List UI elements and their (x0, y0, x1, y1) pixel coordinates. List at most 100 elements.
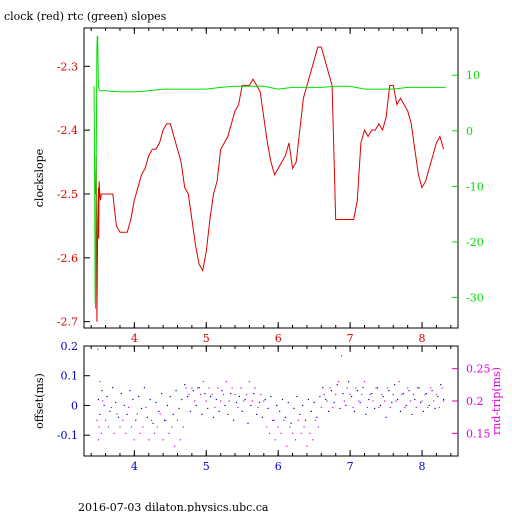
magenta-scatter-point (142, 426, 144, 428)
blue-scatter-point (169, 395, 171, 398)
magenta-scatter-point (98, 426, 100, 428)
magenta-scatter-point (243, 400, 245, 402)
magenta-scatter-point (340, 355, 343, 357)
magenta-scatter-point (139, 432, 141, 434)
blue-scatter-point (166, 404, 169, 407)
magenta-scatter-point (194, 400, 196, 402)
x-tick-label: 5 (203, 460, 210, 473)
magenta-scatter-point (338, 380, 340, 383)
magenta-scatter-point (245, 393, 248, 396)
magenta-scatter-point (291, 432, 294, 434)
blue-scatter-point (132, 398, 134, 401)
magenta-scatter-point (97, 439, 99, 441)
magenta-scatter-point (378, 406, 380, 409)
magenta-scatter-point (266, 426, 268, 428)
magenta-scatter-point (352, 406, 354, 409)
magenta-scatter-point (248, 380, 251, 383)
magenta-scatter-point (277, 426, 279, 428)
magenta-scatter-point (102, 400, 104, 402)
y-left-tick-label: -2.7 (57, 316, 78, 329)
blue-scatter-point (143, 387, 146, 389)
magenta-scatter-point (312, 439, 314, 441)
magenta-scatter-point (412, 393, 415, 396)
y-right-tick-label: 10 (466, 69, 480, 82)
magenta-scatter-point (443, 400, 445, 402)
blue-scatter-point (440, 384, 442, 386)
blue-scatter-point (391, 401, 393, 404)
blue-scatter-point (348, 381, 350, 383)
magenta-scatter-point (335, 393, 337, 396)
blue-scatter-point (192, 389, 194, 392)
blue-scatter-point (109, 410, 111, 413)
blue-scatter-point (382, 395, 384, 398)
blue-scatter-point (238, 395, 240, 398)
y-right-tick-label: -30 (466, 291, 484, 304)
magenta-scatter-point (381, 393, 383, 396)
blue-scatter-point (336, 384, 338, 386)
magenta-scatter-point (297, 419, 299, 422)
blue-scatter-point (126, 413, 128, 415)
blue-scatter-point (195, 404, 197, 407)
blue-scatter-point (115, 401, 117, 404)
magenta-scatter-point (263, 400, 265, 402)
blue-scatter-point (258, 401, 261, 404)
blue-scatter-point (428, 404, 430, 407)
blue-scatter-point (250, 404, 252, 407)
blue-scatter-point (175, 389, 177, 392)
magenta-scatter-point (168, 432, 170, 434)
blue-scatter-point (106, 395, 108, 398)
blue-scatter-point (299, 413, 301, 415)
y-right-tick-label: 0.15 (466, 427, 491, 440)
magenta-scatter-point (392, 393, 394, 396)
magenta-scatter-point (162, 439, 164, 441)
magenta-scatter-point (384, 400, 386, 402)
magenta-scatter-point (174, 445, 176, 447)
blue-scatter-point (325, 398, 327, 401)
magenta-scatter-point (96, 419, 98, 422)
plot-frame (83, 27, 459, 329)
blue-scatter-point (376, 387, 379, 389)
blue-scatter-point (408, 389, 410, 392)
blue-scatter-point (146, 416, 148, 418)
y-left-tick-label: 0.1 (61, 370, 79, 383)
blue-scatter-point (399, 410, 402, 413)
blue-scatter-point (215, 398, 217, 401)
magenta-scatter-point (375, 387, 377, 389)
blue-scatter-point (362, 387, 364, 389)
y-left-tick-label: 0.2 (61, 340, 79, 353)
blue-scatter-point (304, 419, 307, 421)
blue-scatter-point (224, 404, 226, 407)
magenta-scatter-point (280, 432, 282, 434)
y-right-tick-label: 0.25 (466, 363, 491, 376)
magenta-scatter-point (148, 439, 150, 441)
magenta-scatter-point (254, 387, 256, 389)
blue-scatter-point (385, 416, 387, 418)
magenta-scatter-point (286, 445, 288, 447)
magenta-scatter-point (122, 419, 124, 422)
blue-scatter-point (330, 389, 333, 392)
blue-scatter-point (140, 407, 143, 410)
magenta-scatter-point (386, 387, 389, 389)
blue-scatter-point (437, 395, 439, 398)
y-left-tick-label: 0 (71, 399, 78, 412)
blue-scatter-point (235, 401, 238, 404)
chart-title: clock (red) rtc (green) slopes (4, 10, 167, 23)
y-right-tick-label: 0.2 (466, 395, 484, 408)
magenta-scatter-point (366, 406, 368, 409)
magenta-scatter-point (199, 393, 202, 396)
magenta-scatter-point (104, 419, 107, 422)
blue-scatter-point (420, 401, 422, 404)
blue-scatter-point (99, 413, 101, 415)
magenta-scatter-point (274, 439, 276, 441)
magenta-scatter-point (314, 419, 317, 422)
blue-scatter-point (184, 384, 186, 386)
footer-label: 2016-07-03 dilaton.physics.ubc.ca (78, 501, 269, 512)
magenta-scatter-point (251, 400, 253, 402)
blue-scatter-point (290, 422, 292, 424)
blue-scatter-point (414, 398, 416, 401)
magenta-scatter-point (415, 406, 417, 409)
blue-scatter-point (189, 410, 192, 413)
blue-scatter-point (149, 398, 151, 401)
blue-scatter-point (233, 419, 235, 421)
blue-scatter-point (221, 389, 223, 392)
